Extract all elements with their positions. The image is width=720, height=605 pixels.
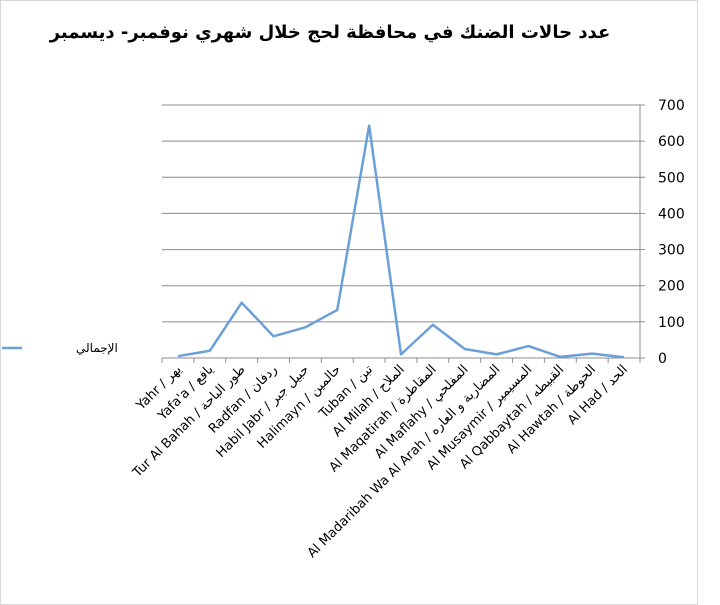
y-tick-label: 700: [658, 98, 685, 114]
y-tick-label: 400: [658, 206, 685, 222]
y-tick-label: 100: [658, 315, 685, 331]
y-tick-label: 0: [658, 351, 667, 367]
y-tick-label: 600: [658, 134, 685, 150]
chart-title: عدد حالات الضنك في محافظة لحج خلال شهري …: [49, 22, 611, 43]
legend-label: الإجمالي: [76, 341, 118, 355]
y-tick-label: 500: [658, 170, 685, 186]
chart-frame: [0, 0, 698, 605]
line-series: [177, 124, 625, 359]
y-tick-label: 300: [658, 243, 685, 259]
y-tick-label: 200: [658, 279, 685, 295]
